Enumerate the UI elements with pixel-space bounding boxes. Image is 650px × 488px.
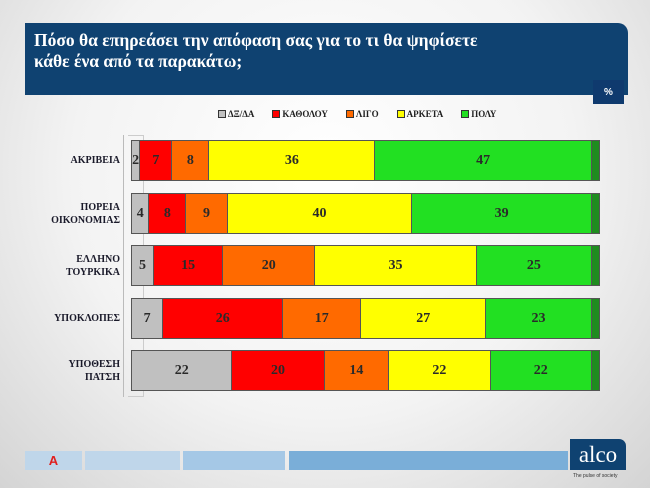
legend-label: ΛΙΓΟ (355, 109, 379, 119)
bar-end-cap (591, 193, 600, 234)
data-label: 14 (349, 362, 364, 378)
data-label: 39 (494, 205, 509, 221)
bar-segment: 20 (232, 350, 325, 391)
bar-segment: 27 (361, 298, 486, 339)
category-label: ΕΛΛΗΝΟ ΤΟΥΡΚΙΚΑ (65, 253, 120, 278)
legend-label: ΠΟΛΥ (471, 109, 497, 119)
bar-segment: 20 (223, 245, 316, 286)
bar-segment: 23 (485, 298, 592, 339)
legend-item: ΠΟΛΥ (461, 109, 496, 119)
bar-segment: 26 (163, 298, 284, 339)
bar-segment: 4 (131, 193, 150, 234)
data-label: 23 (531, 310, 546, 326)
data-label: 2 (132, 152, 140, 168)
bar-segment: 9 (186, 193, 228, 234)
footer-band-3 (289, 451, 568, 470)
legend-swatch (345, 110, 354, 118)
data-label: 8 (163, 205, 171, 221)
bar-segment: 40 (227, 193, 413, 234)
legend-label: ΑΡΚΕΤΑ (406, 109, 444, 119)
footer-band-1 (85, 451, 180, 470)
bar-segment: 7 (131, 298, 164, 339)
bar-segment: 15 (154, 245, 224, 286)
legend-item: ΔΞ/ΔΑ (218, 109, 254, 119)
bar-row: 4 8 9 40 39 (131, 193, 600, 234)
data-label: 22 (432, 362, 447, 378)
bar-end-cap (591, 245, 600, 286)
bar-end-cap (591, 298, 600, 339)
data-label: 5 (139, 257, 147, 273)
bar-segment: 22 (389, 350, 491, 391)
category-label: ΑΚΡΙΒΕΙΑ (70, 155, 120, 166)
title-line-2: κάθε ένα από τα παρακάτω; (34, 51, 243, 71)
data-label: 7 (152, 152, 160, 168)
data-label: 20 (261, 257, 276, 273)
legend-swatch (396, 110, 405, 118)
bar-segment: 7 (140, 140, 173, 181)
legend-item: ΛΙΓΟ (345, 109, 379, 119)
legend-item: ΑΡΚΕΤΑ (396, 109, 444, 119)
data-label: 47 (476, 152, 491, 168)
data-label: 4 (136, 205, 144, 221)
legend-label: ΚΑΘΟΛΟΥ (282, 109, 328, 119)
legend: ΔΞ/ΔΑ ΚΑΘΟΛΟΥ ΛΙΓΟ ΑΡΚΕΤΑ ΠΟΛΥ (218, 109, 496, 119)
title-line-1: Πόσο θα επηρεάσει την απόφαση σας για το… (34, 30, 478, 50)
data-label: 22 (533, 362, 548, 378)
bar-end-cap (591, 350, 600, 391)
footer-band-2 (183, 451, 285, 470)
bar-segment: 39 (412, 193, 592, 234)
alpha-news-logo: A (25, 451, 82, 470)
bar-segment: 8 (172, 140, 210, 181)
alco-logo: alco (570, 439, 626, 470)
category-label: ΥΠΟΚΛΟΠΕΣ (54, 313, 120, 324)
data-label: 40 (312, 205, 327, 221)
bar-segment: 36 (209, 140, 376, 181)
legend-label: ΔΞ/ΔΑ (228, 109, 255, 119)
data-label: 27 (416, 310, 431, 326)
category-label: ΥΠΟΘΕΣΗ ΠΑΤΣΗ (68, 358, 120, 383)
alco-tagline: The pulse of society (573, 473, 618, 479)
bar-row: 7 26 17 27 23 (131, 298, 600, 339)
data-label: 15 (181, 257, 196, 273)
data-label: 25 (526, 257, 541, 273)
unit-badge: % (593, 80, 624, 104)
data-label: 20 (271, 362, 285, 378)
data-label: 36 (284, 152, 299, 168)
data-label: 35 (388, 257, 403, 273)
bar-segment: 14 (324, 350, 390, 391)
bar-row: 2 7 8 36 47 (131, 140, 600, 181)
bar-segment: 22 (490, 350, 592, 391)
bar-segment: 8 (149, 193, 187, 234)
data-label: 9 (203, 205, 211, 221)
legend-swatch (218, 110, 226, 118)
data-label: 7 (143, 310, 151, 326)
bar-segment: 47 (375, 140, 592, 181)
news-logo-text: A (48, 453, 59, 468)
category-label: ΠΟΡΕΙΑ ΟΙΚΟΝΟΜΙΑΣ (51, 201, 120, 226)
data-label: 22 (174, 362, 189, 378)
bar-segment: 17 (283, 298, 362, 339)
data-label: 26 (215, 310, 230, 326)
bar-row: 22 20 14 22 22 (131, 350, 600, 391)
legend-item: ΚΑΘΟΛΟΥ (272, 109, 328, 119)
bar-end-cap (591, 140, 600, 181)
legend-swatch (272, 110, 281, 118)
data-label: 17 (314, 310, 329, 326)
axis-line (123, 135, 124, 397)
bar-row: 5 15 20 35 25 (131, 245, 600, 286)
legend-swatch (461, 110, 470, 118)
bar-segment: 5 (131, 245, 155, 286)
bar-segment: 2 (131, 140, 141, 181)
bar-segment: 22 (131, 350, 233, 391)
title-banner: Πόσο θα επηρεάσει την απόφαση σας για το… (25, 23, 628, 95)
data-label: 8 (186, 152, 194, 168)
bar-segment: 35 (315, 245, 477, 286)
bar-segment: 25 (476, 245, 592, 286)
